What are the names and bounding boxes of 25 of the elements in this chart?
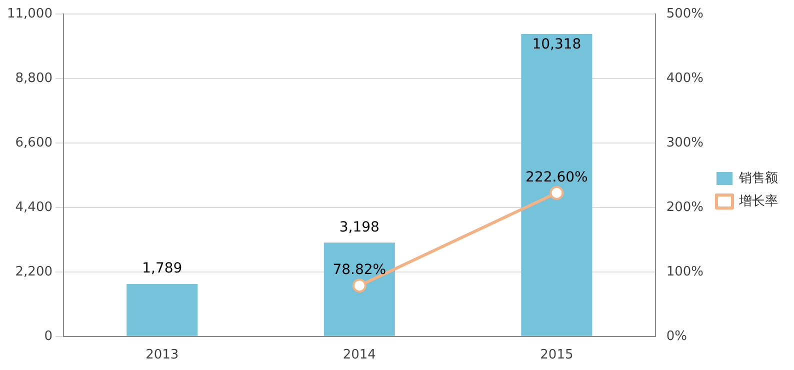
data-label: 222.60% <box>526 170 588 186</box>
y2-tick-label: 100% <box>666 264 704 280</box>
y2-tick-label: 300% <box>666 135 704 150</box>
y2-tick-label: 0% <box>666 328 687 344</box>
y-tick-label: 11,000 <box>6 6 52 22</box>
x-tick-label: 2013 <box>146 348 179 363</box>
x-tick-label: 2015 <box>540 348 574 363</box>
bar <box>126 284 198 336</box>
y2-tick-label: 400% <box>666 70 704 86</box>
bar <box>324 242 395 336</box>
y-tick-label: 6,600 <box>15 135 52 150</box>
y-tick-label: 0 <box>44 328 52 344</box>
y2-tick-label: 200% <box>666 200 704 215</box>
bar <box>521 34 592 336</box>
data-label: 10,318 <box>532 36 582 53</box>
legend-label: 增长率 <box>738 192 778 209</box>
y-tick-label: 4,400 <box>15 200 52 215</box>
y2-tick-label: 500% <box>666 6 704 22</box>
y-tick-label: 8,800 <box>15 70 52 86</box>
data-label: 3,198 <box>339 219 380 236</box>
data-label: 78.82% <box>332 262 386 278</box>
legend-label: 销售额 <box>738 170 778 186</box>
x-tick-label: 2014 <box>342 348 376 363</box>
data-label: 1,789 <box>142 260 182 277</box>
y-tick-label: 2,200 <box>15 264 52 280</box>
